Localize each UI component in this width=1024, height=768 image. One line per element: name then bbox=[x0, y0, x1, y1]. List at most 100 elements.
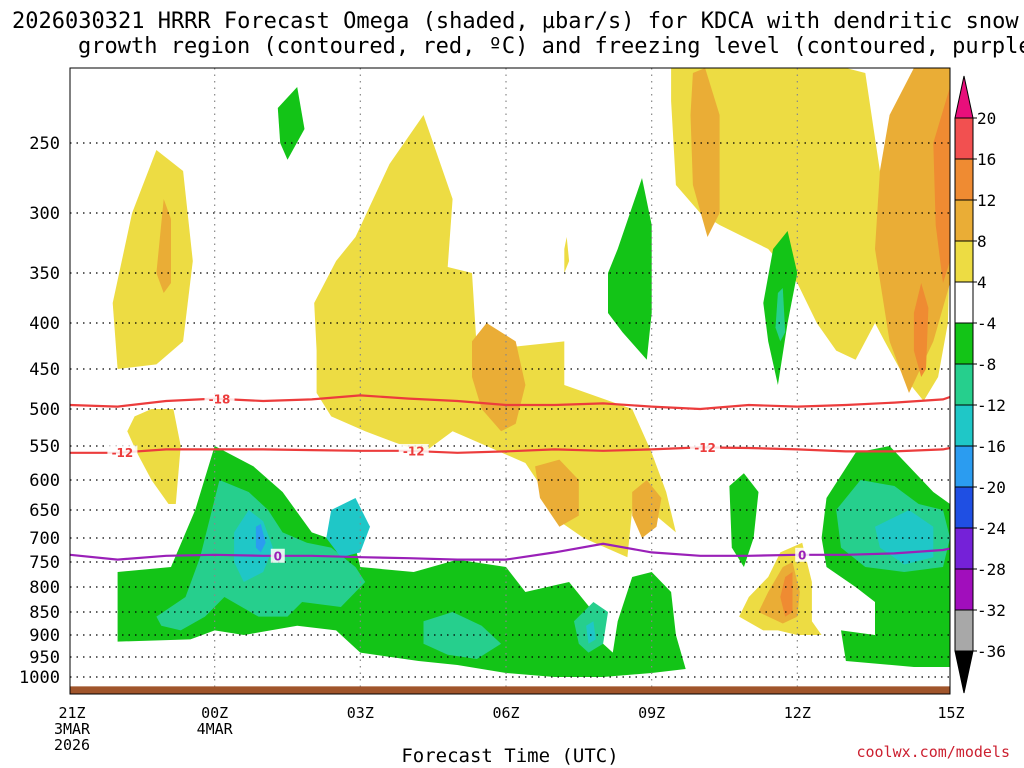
y-tick-label-400: 400 bbox=[29, 314, 60, 334]
colorbar-swatch-1 bbox=[954, 158, 974, 201]
y-tick-label-600: 600 bbox=[29, 471, 60, 491]
omega-region-12 bbox=[913, 283, 929, 377]
y-tick-label-350: 350 bbox=[29, 264, 60, 284]
omega-region-2 bbox=[127, 409, 181, 504]
contour-label-1-c: -12 bbox=[694, 441, 716, 455]
x-tick-label-12-0: 09Z bbox=[638, 704, 665, 722]
contour-label-bg-2-a bbox=[270, 548, 285, 563]
y-axis-tick-labels: 250 300 350 400 450 500 550 600 650 700 750 800 850 9… bbox=[19, 134, 60, 688]
colorbar-label--8: -8 bbox=[977, 355, 996, 374]
colorbar-label--28: -28 bbox=[977, 560, 1006, 579]
colorbar-swatch-2 bbox=[954, 199, 974, 242]
colorbar-label--36: -36 bbox=[977, 642, 1006, 661]
y-tick-label-1000: 1000 bbox=[19, 668, 60, 688]
omega-region-13 bbox=[933, 87, 950, 283]
omega-region-24 bbox=[255, 524, 266, 553]
y-tick-label-250: 250 bbox=[29, 134, 60, 154]
contour-label-2-a: 0 bbox=[274, 549, 282, 563]
x-tick-label-18-0: 15Z bbox=[937, 704, 964, 722]
colorbar-swatch-10 bbox=[954, 527, 974, 570]
colorbar: 20 16 12 8 4 -4 -8 -12 -16 -20 -24 -28 -32 -36 bbox=[954, 75, 1006, 694]
y-tick-label-450: 450 bbox=[29, 360, 60, 380]
y-tick-label-950: 950 bbox=[29, 648, 60, 668]
x-tick-label-0-0: 21Z bbox=[58, 704, 85, 722]
omega-region-8 bbox=[564, 237, 570, 273]
omega-region-23 bbox=[234, 510, 273, 582]
omega-region-14 bbox=[608, 178, 652, 360]
y-tick-label-500: 500 bbox=[29, 400, 60, 420]
colorbar-bottom-arrow bbox=[954, 650, 974, 694]
colorbar-swatch-8 bbox=[954, 445, 974, 488]
contour-label-bg-1-a bbox=[107, 445, 138, 460]
contour-label-1-a: -12 bbox=[112, 446, 134, 460]
y-tick-label-700: 700 bbox=[29, 529, 60, 549]
contour-label-bg-2-b bbox=[795, 547, 810, 562]
contour-line-2 bbox=[69, 542, 951, 561]
colorbar-label--12: -12 bbox=[977, 396, 1006, 415]
contour-label-bg-1-b bbox=[398, 443, 429, 458]
chart-title-line2: growth region (contoured, red, ºC) and f… bbox=[78, 34, 1024, 59]
y-tick-label-850: 850 bbox=[29, 603, 60, 623]
x-tick-label-0-2: 2026 bbox=[54, 736, 90, 754]
contour-label-0-a: -18 bbox=[209, 392, 231, 406]
omega-region-11 bbox=[875, 68, 950, 393]
colorbar-swatch-9 bbox=[954, 486, 974, 529]
colorbar-label--32: -32 bbox=[977, 601, 1006, 620]
colorbar-label--20: -20 bbox=[977, 478, 1006, 497]
omega-region-6 bbox=[535, 459, 579, 527]
colorbar-swatch-5 bbox=[954, 322, 974, 365]
ground-bar bbox=[70, 686, 950, 694]
y-tick-label-650: 650 bbox=[29, 501, 60, 521]
colorbar-label-20: 20 bbox=[977, 109, 996, 128]
colorbar-swatch-0 bbox=[954, 117, 974, 160]
x-axis-label: Forecast Time (UTC) bbox=[401, 745, 618, 767]
y-tick-label-900: 900 bbox=[29, 626, 60, 646]
plot-frame bbox=[69, 67, 951, 695]
y-tick-label-800: 800 bbox=[29, 578, 60, 598]
omega-shaded-regions bbox=[112, 68, 950, 677]
x-tick-label-6-0: 03Z bbox=[347, 704, 374, 722]
colorbar-top-arrow bbox=[954, 75, 974, 119]
colorbar-swatch-11 bbox=[954, 568, 974, 611]
omega-region-20 bbox=[729, 473, 759, 567]
colorbar-label--4: -4 bbox=[977, 314, 996, 333]
y-tick-label-750: 750 bbox=[29, 553, 60, 573]
omega-region-1 bbox=[156, 199, 171, 293]
colorbar-label--24: -24 bbox=[977, 519, 1006, 538]
contour-label-bg-0-a bbox=[204, 391, 235, 406]
colorbar-swatch-6 bbox=[954, 363, 974, 406]
colorbar-label-8: 8 bbox=[977, 232, 987, 251]
omega-region-3 bbox=[277, 87, 305, 160]
colorbar-swatch-3 bbox=[954, 240, 974, 283]
x-tick-label-9-0: 06Z bbox=[492, 704, 519, 722]
omega-region-0 bbox=[112, 150, 193, 369]
colorbar-swatch-7 bbox=[954, 404, 974, 447]
y-tick-label-550: 550 bbox=[29, 437, 60, 457]
colorbar-label-16: 16 bbox=[977, 150, 996, 169]
contour-label-bg-1-c bbox=[690, 440, 721, 455]
omega-region-16 bbox=[775, 288, 786, 342]
y-tick-label-300: 300 bbox=[29, 204, 60, 224]
contour-label-2-b: 0 bbox=[798, 548, 806, 562]
x-tick-label-3-1: 4MAR bbox=[197, 720, 234, 738]
ground-surface bbox=[70, 686, 950, 694]
omega-region-9 bbox=[671, 68, 950, 401]
colorbar-label-4: 4 bbox=[977, 273, 987, 292]
omega-region-4 bbox=[314, 115, 676, 558]
omega-region-28 bbox=[586, 621, 596, 644]
omega-region-26 bbox=[423, 612, 502, 659]
omega-region-19 bbox=[780, 572, 793, 617]
colorbar-swatch-12 bbox=[954, 609, 974, 652]
colorbar-label--16: -16 bbox=[977, 437, 1006, 456]
contour-line-1 bbox=[70, 446, 951, 454]
x-tick-label-15-0: 12Z bbox=[784, 704, 811, 722]
x-tick-label-3-0: 00Z bbox=[201, 704, 228, 722]
contour-label-1-b: -12 bbox=[403, 444, 425, 458]
omega-region-10 bbox=[690, 68, 720, 237]
x-tick-label-0-1: 3MAR bbox=[54, 720, 91, 738]
chart-title-line1: 2026030321 HRRR Forecast Omega (shaded, … bbox=[12, 9, 1019, 34]
colorbar-swatch-4 bbox=[954, 281, 974, 324]
omega-region-7 bbox=[632, 480, 662, 538]
